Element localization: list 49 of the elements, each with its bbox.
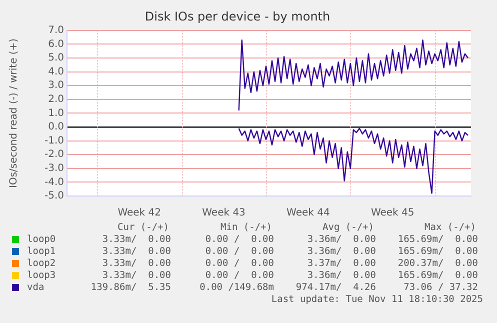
text: 3.33m/ 0.00 <box>102 246 171 257</box>
text: 0.00 /149.68m <box>200 282 274 293</box>
x-tick-label: Week 45 <box>370 208 414 219</box>
text: 3.37m/ 0.00 <box>307 258 376 269</box>
y-tick-label: 2.0 <box>48 94 64 105</box>
legend-label: loop2 <box>27 258 56 269</box>
y-tick-label: -3.0 <box>44 162 64 174</box>
text: Avg (-/+) <box>322 222 374 233</box>
x-tick-label: Week 44 <box>286 208 330 219</box>
text: Cur (-/+) <box>118 222 169 233</box>
y-tick-label: 0.0 <box>48 122 64 133</box>
text: 3.36m/ 0.00 <box>307 270 376 281</box>
text: 139.86m/ 5.35 <box>90 282 171 293</box>
text: 73.06 / 37.32 <box>404 282 478 293</box>
text: 3.33m/ 0.00 <box>102 258 171 269</box>
text: 3.36m/ 0.00 <box>307 246 376 257</box>
legend-label: loop0 <box>27 234 56 245</box>
text: 3.33m/ 0.00 <box>102 234 171 245</box>
y-tick-label: 1.0 <box>48 108 64 119</box>
text: 3.36m/ 0.00 <box>307 234 376 245</box>
text: Max (-/+) <box>424 222 476 233</box>
y-tick-label: 5.0 <box>48 52 64 64</box>
legend-label: loop3 <box>27 270 56 281</box>
text: 0.00 / 0.00 <box>205 258 274 269</box>
y-tick-label: 6.0 <box>48 38 64 50</box>
x-tick-label: Week 42 <box>118 208 162 219</box>
text: 165.69m/ 0.00 <box>398 246 478 257</box>
text: Last update: Tue Nov 11 18:10:30 2025 <box>271 294 483 305</box>
text: 165.69m/ 0.00 <box>398 270 478 281</box>
text: 974.17m/ 4.26 <box>296 282 376 293</box>
y-tick-label: -4.0 <box>44 176 64 188</box>
text: 0.00 / 0.00 <box>205 234 274 245</box>
y-tick-label: -2.0 <box>44 149 64 160</box>
legend-label: loop1 <box>27 246 56 257</box>
text: Min (-/+) <box>220 222 272 233</box>
y-tick-label: 3.0 <box>48 80 64 92</box>
text: 0.00 / 0.00 <box>205 270 274 281</box>
y-tick-label: -1.0 <box>44 135 64 146</box>
y-tick-label: 7.0 <box>48 24 64 36</box>
text: 165.69m/ 0.00 <box>398 234 478 245</box>
chart-title: Disk IOs per device - by month <box>144 9 330 24</box>
x-tick-label: Week 43 <box>202 208 246 219</box>
legend-label: vda <box>27 282 44 293</box>
y-tick-label: -5.0 <box>44 190 64 202</box>
text: 3.33m/ 0.00 <box>102 270 171 281</box>
y-tick-label: 4.0 <box>48 66 64 78</box>
text: 0.00 / 0.00 <box>205 246 274 257</box>
text: 200.37m/ 0.00 <box>398 258 478 269</box>
y-axis-title: IOs/second read (-) / write (+) <box>8 38 20 188</box>
